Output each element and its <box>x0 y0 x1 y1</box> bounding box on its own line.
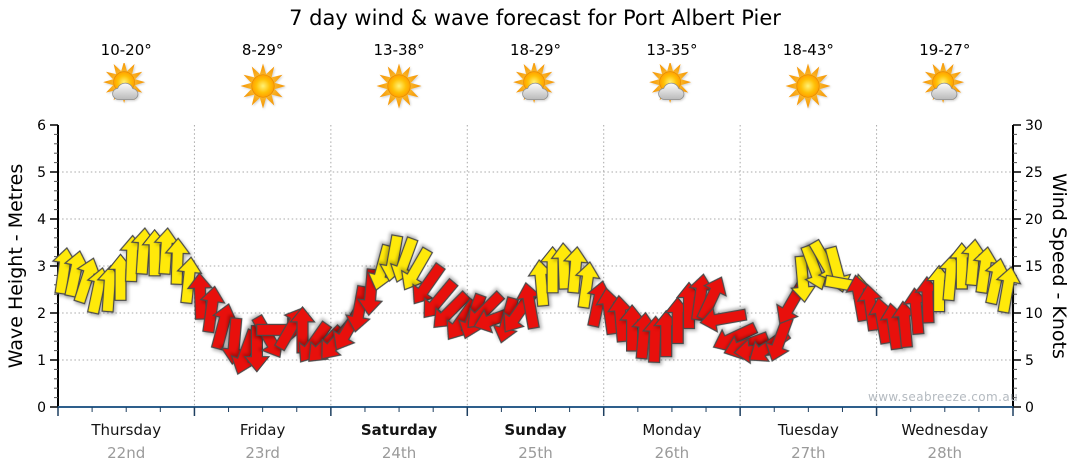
wind-axis-tick-label: 10 <box>1025 306 1043 322</box>
day-name: Wednesday <box>901 421 989 439</box>
sun-shape <box>240 63 286 109</box>
day-date: 23rd <box>245 444 280 462</box>
wind-axis-tick-label: 25 <box>1025 165 1043 181</box>
day-name: Friday <box>239 421 286 439</box>
day-name: Thursday <box>91 421 162 439</box>
wind-axis-tick-label: 5 <box>1025 353 1034 369</box>
wave-axis-tick-label: 6 <box>37 118 46 134</box>
wind-axis-tick-label: 15 <box>1025 259 1043 275</box>
sun-cloud-icon <box>649 63 691 104</box>
temp-range: 18-29° <box>509 41 562 59</box>
day-date: 27th <box>791 444 826 462</box>
wave-axis-tick-label: 1 <box>37 353 46 369</box>
temp-range: 13-35° <box>646 41 698 59</box>
wind-arrow <box>412 261 446 305</box>
wind-arrow <box>790 255 817 304</box>
wind-arrow <box>699 306 748 333</box>
wave-axis-tick-label: 0 <box>37 400 46 416</box>
wave-axis-tick-label: 5 <box>37 165 46 181</box>
wind-arrow <box>344 284 371 333</box>
day-name: Saturday <box>360 421 438 439</box>
day-date: 26th <box>654 444 690 462</box>
sun-cloud-icon <box>921 63 964 104</box>
day-date: 22nd <box>107 444 146 462</box>
day-date: 25th <box>518 444 553 462</box>
wind-arrow <box>400 246 434 291</box>
cloud-shape <box>930 82 958 100</box>
wave-axis-tick-label: 3 <box>37 259 46 275</box>
day-name: Tuesday <box>777 421 839 439</box>
wind-arrow <box>164 237 191 286</box>
sun-icon <box>785 63 831 109</box>
wind-arrow <box>574 261 601 310</box>
cloud-shape <box>521 82 548 100</box>
day-name: Monday <box>642 421 702 439</box>
day-date: 24th <box>381 444 417 462</box>
sun-shape <box>376 63 422 109</box>
wind-arrow <box>199 285 226 334</box>
chart-title: 7 day wind & wave forecast for Port Albe… <box>289 6 781 30</box>
temp-range: 18-43° <box>782 41 834 59</box>
wave-axis-tick-label: 4 <box>37 212 46 228</box>
wind-arrow <box>995 265 1022 314</box>
wind-arrow <box>176 256 203 305</box>
cloud-shape <box>658 82 685 100</box>
sun-shape <box>785 63 831 109</box>
cloud-shape <box>112 82 139 100</box>
wave-axis-tick-label: 2 <box>37 306 46 322</box>
wind-arrow <box>856 283 883 332</box>
day-name: Sunday <box>504 421 567 439</box>
sun-cloud-icon <box>103 63 146 104</box>
sun-icon <box>376 63 422 109</box>
wind-axis-tick-label: 20 <box>1025 212 1043 228</box>
wind-arrow <box>696 276 727 322</box>
temp-range: 10-20° <box>100 41 152 59</box>
temp-range: 8-29° <box>241 41 284 59</box>
sun-icon <box>240 63 286 109</box>
wind-axis-tick-label: 0 <box>1025 400 1034 416</box>
day-date: 28th <box>927 444 963 462</box>
sun-cloud-icon <box>512 63 555 104</box>
wind-axis-tick-label: 30 <box>1025 118 1043 134</box>
wind-arrow <box>562 245 590 294</box>
temp-range: 13-38° <box>373 41 425 59</box>
temp-range: 19-27° <box>919 41 971 59</box>
watermark: www.seabreeze.com.au <box>868 390 1019 404</box>
